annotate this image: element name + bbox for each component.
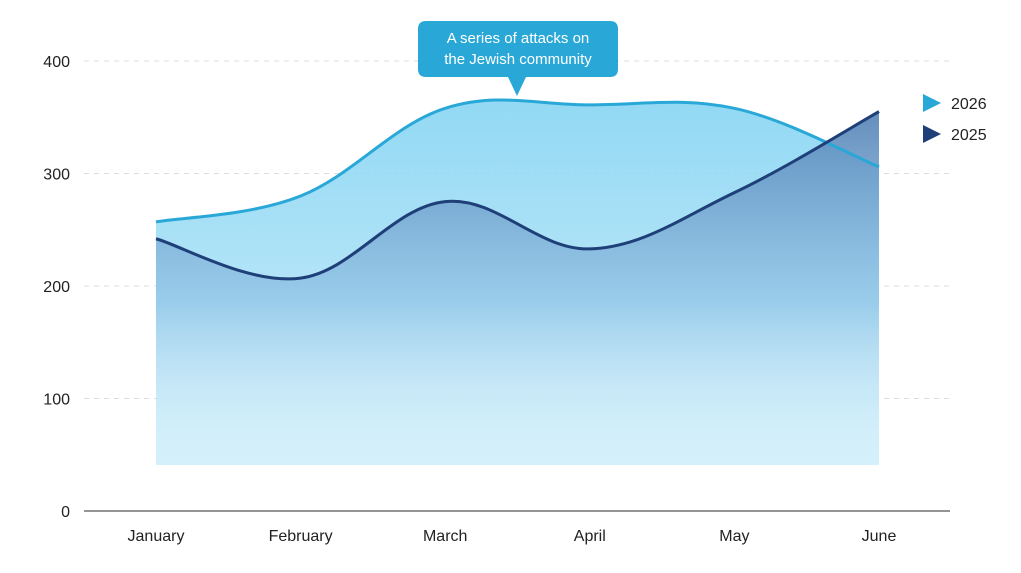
callout-line-2: the Jewish community: [444, 51, 592, 68]
series-areas: [156, 99, 879, 466]
x-tick-label: January: [128, 528, 185, 545]
x-axis-ticks: January February March April May June: [128, 528, 897, 545]
line-2026: [155, 98, 880, 224]
y-tick-label: 400: [43, 54, 70, 71]
callout-line-1: A series of attacks on: [447, 30, 590, 47]
callout-bubble: [418, 21, 618, 96]
series-lines: [155, 98, 880, 281]
legend: 2026 2025: [923, 94, 987, 144]
x-tick-label: February: [269, 528, 333, 545]
y-tick-label: 100: [43, 392, 70, 409]
x-tick-label: March: [423, 528, 467, 545]
legend-label-2026: 2026: [951, 96, 987, 113]
x-tick-label: May: [719, 528, 749, 545]
legend-label-2025: 2025: [951, 127, 987, 144]
legend-item-2026: 2026: [923, 94, 987, 113]
legend-marker-2025: [923, 125, 941, 143]
annotation-callout: A series of attacks on the Jewish commun…: [418, 21, 618, 96]
x-tick-label: April: [574, 528, 606, 545]
y-tick-label: 0: [61, 504, 70, 521]
legend-item-2025: 2025: [923, 125, 987, 144]
y-tick-label: 200: [43, 279, 70, 296]
x-tick-label: June: [862, 528, 897, 545]
legend-marker-2026: [923, 94, 941, 112]
y-tick-label: 300: [43, 167, 70, 184]
y-axis-ticks: 0 100 200 300 400: [43, 54, 70, 521]
area-2025: [156, 111, 879, 465]
line-2025: [155, 110, 880, 281]
